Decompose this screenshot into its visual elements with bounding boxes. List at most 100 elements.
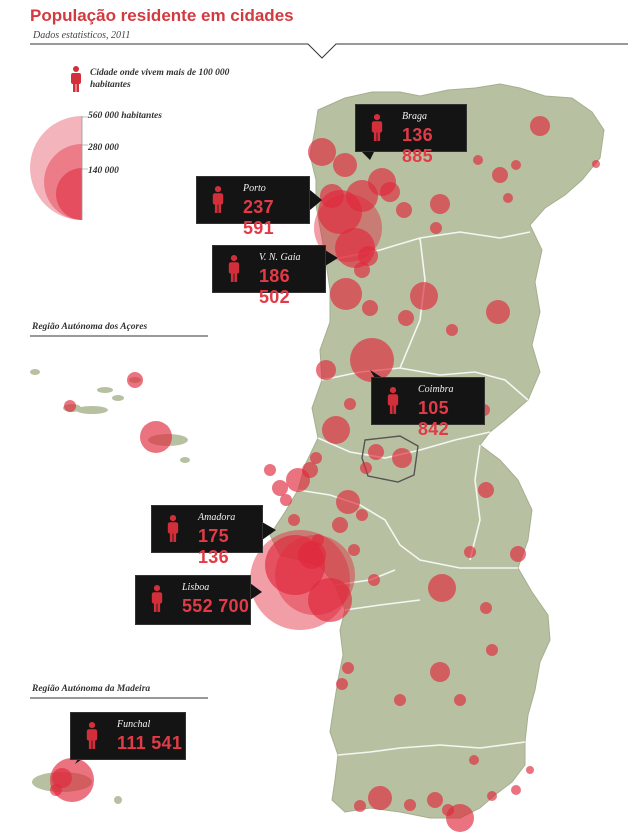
callout-lisboa: Lisboa 552 700 [135, 575, 251, 625]
city-bubble [272, 480, 288, 496]
city-bubble [52, 768, 72, 788]
city-bubble [330, 278, 362, 310]
city-bubble [454, 694, 466, 706]
city-bubble [356, 509, 368, 521]
person-icon [371, 114, 383, 141]
callout-city: Braga [402, 111, 427, 122]
city-bubble [486, 644, 498, 656]
callout-population: 105 842 [418, 398, 449, 439]
city-bubble [354, 800, 366, 812]
callout-city: Coimbra [418, 384, 454, 395]
callout-city: Funchal [117, 719, 151, 730]
city-bubble [530, 116, 550, 136]
city-bubble [511, 160, 521, 170]
legend-size-small: 140 000 [88, 166, 119, 176]
city-bubble [332, 517, 348, 533]
city-bubble [486, 300, 510, 324]
city-bubble [398, 310, 414, 326]
city-bubble [358, 246, 378, 266]
city-bubble [430, 222, 442, 234]
callout-city: Porto [243, 183, 266, 194]
city-bubble [333, 153, 357, 177]
city-bubble [288, 514, 300, 526]
city-bubble [308, 578, 352, 622]
city-bubble [410, 282, 438, 310]
city-bubble [478, 482, 494, 498]
callout-population: 111 541 [117, 733, 183, 753]
city-bubble [503, 193, 513, 203]
city-bubble [510, 546, 526, 562]
callout-city: Amadora [198, 512, 236, 523]
city-bubble [368, 444, 384, 460]
city-bubble [492, 167, 508, 183]
callout-population: 175 136 [198, 526, 229, 567]
city-bubble [592, 160, 600, 168]
city-bubbles [50, 116, 600, 832]
header-divider [30, 43, 628, 59]
city-bubble [64, 400, 76, 412]
city-bubble [469, 755, 479, 765]
city-bubble [127, 372, 143, 388]
legend-size-medium: 280 000 [88, 143, 119, 153]
city-bubble [442, 804, 454, 816]
city-bubble [394, 694, 406, 706]
city-bubble [473, 155, 483, 165]
city-bubble [302, 462, 318, 478]
callout-city: V. N. Gaia [259, 252, 301, 263]
callout-pointers [75, 150, 386, 764]
callout-population: 136 885 [402, 125, 433, 166]
city-bubble [428, 574, 456, 602]
legend-size-large: 560 000 habitantes [88, 111, 162, 121]
city-bubble [511, 785, 521, 795]
city-bubble [360, 462, 372, 474]
city-bubble [342, 662, 354, 674]
person-icon [86, 722, 98, 749]
person-icon [212, 186, 224, 213]
city-bubble [336, 490, 360, 514]
city-bubble [368, 574, 380, 586]
page-title: População residente em cidades [30, 6, 294, 25]
city-bubble [430, 662, 450, 682]
city-bubble [280, 494, 292, 506]
city-bubble [480, 602, 492, 614]
city-bubble [298, 541, 326, 569]
city-bubble [264, 464, 276, 476]
city-bubble [310, 452, 322, 464]
legend-person-label: Cidade onde vivem mais de 100 000 habita… [90, 68, 230, 90]
legend-person-icon [71, 66, 81, 92]
city-bubble [320, 184, 344, 208]
city-bubble [404, 799, 416, 811]
callout-coimbra: Coimbra 105 842 [371, 377, 485, 439]
mainland-portugal [269, 83, 605, 819]
city-bubble [348, 544, 360, 556]
callout-amadora: Amadora 175 136 [151, 505, 263, 567]
callout-braga: Braga 136 885 [355, 104, 467, 166]
city-bubble [526, 766, 534, 774]
city-bubble [464, 546, 476, 558]
city-bubble [362, 300, 378, 316]
city-bubble [50, 784, 62, 796]
callout-funchal: Funchal 111 541 [70, 712, 186, 760]
city-bubble [487, 791, 497, 801]
city-bubble [430, 194, 450, 214]
city-bubble [396, 202, 412, 218]
callout-population: 237 591 [243, 197, 274, 238]
city-bubble [392, 448, 412, 468]
city-bubble [344, 398, 356, 410]
city-bubble [427, 792, 443, 808]
city-bubble [354, 262, 370, 278]
city-bubble [308, 138, 336, 166]
city-bubble [316, 360, 336, 380]
callout-vn-gaia: V. N. Gaia 186 502 [212, 245, 326, 307]
city-bubble [380, 182, 400, 202]
callout-city: Lisboa [182, 582, 210, 593]
person-icon [167, 515, 179, 542]
city-bubble [446, 324, 458, 336]
city-bubble [336, 678, 348, 690]
coimbra-district-outline [361, 435, 419, 483]
page-subtitle: Dados estatisticos, 2011 [33, 30, 131, 41]
person-icon [151, 585, 163, 612]
city-bubble [140, 421, 172, 453]
city-bubble [368, 786, 392, 810]
